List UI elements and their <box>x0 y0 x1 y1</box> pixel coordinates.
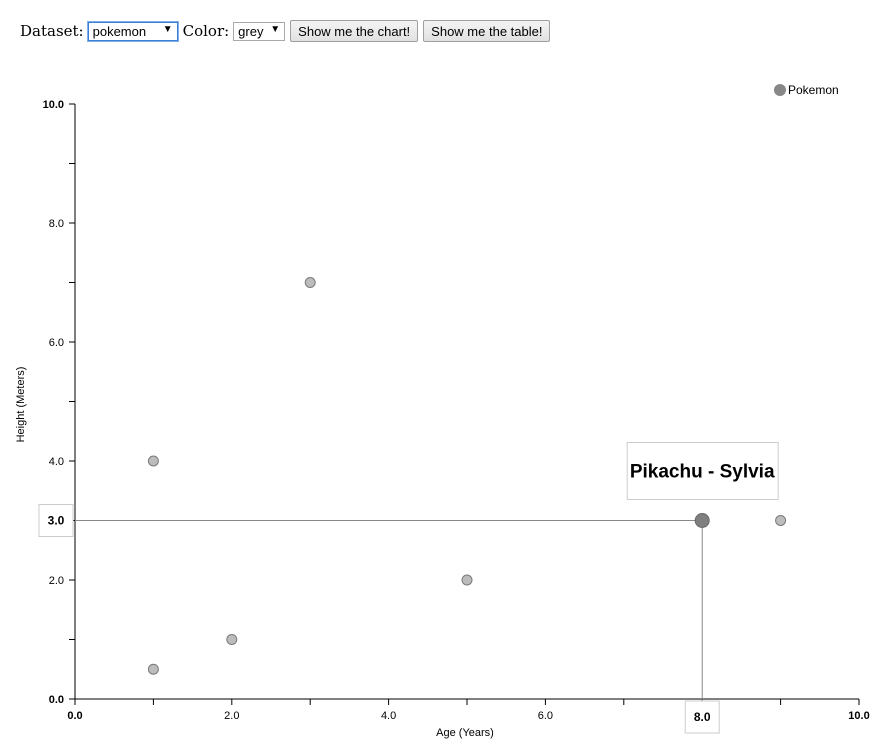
y-tick-label: 0.0 <box>49 694 64 706</box>
y-tick-label: 8.0 <box>49 218 64 230</box>
dataset-select-value: pokemon <box>92 23 147 39</box>
color-label: Color: <box>182 22 230 40</box>
hover-overlay: 3.0 8.0 Pikachu - Sylvia <box>38 442 779 734</box>
y-readout-label: 3.0 <box>48 514 65 528</box>
x-axis-title: Age (Years) <box>436 727 494 739</box>
axes: 0.0 2.0 4.0 6.0 10.0 0.0 2.0 4.0 6.0 8.0 10.0 Age (… <box>15 99 870 739</box>
dropdown-arrow-icon: ▼ <box>162 23 173 35</box>
data-point <box>775 515 787 526</box>
legend-label: Pokemon <box>788 83 839 97</box>
dataset-select[interactable]: pokemon ▼ <box>87 21 178 41</box>
data-point <box>461 574 473 586</box>
color-select[interactable]: grey ▼ <box>233 21 286 41</box>
show-chart-button[interactable]: Show me the chart! <box>290 20 419 42</box>
y-tick-label: 2.0 <box>49 575 64 587</box>
x-readout-box <box>684 700 720 734</box>
data-point <box>147 455 159 467</box>
y-axis-title: Height (Meters) <box>15 367 27 443</box>
dataset-label: Dataset: <box>20 22 84 40</box>
color-select-value: grey <box>238 23 264 39</box>
controls-bar: Dataset: pokemon ▼ Color: grey ▼ Show me… <box>20 20 555 42</box>
y-tick-label: 4.0 <box>49 456 64 468</box>
x-tick-label: 4.0 <box>381 710 396 722</box>
x-readout-label: 8.0 <box>694 710 711 724</box>
x-tick-label: 6.0 <box>538 710 553 722</box>
x-tick-label: 0.0 <box>67 710 82 722</box>
tooltip-label: Pikachu - Sylvia <box>630 462 775 483</box>
data-point <box>226 634 238 645</box>
highlighted-data-point <box>694 513 710 528</box>
show-table-button[interactable]: Show me the table! <box>423 20 551 42</box>
y-tick-label: 6.0 <box>49 337 64 349</box>
legend-marker <box>774 84 786 96</box>
data-point <box>147 663 159 675</box>
legend: Pokemon <box>774 83 839 97</box>
x-tick-label: 10.0 <box>848 710 869 722</box>
dropdown-arrow-icon: ▼ <box>270 23 281 35</box>
y-readout-box <box>38 504 74 537</box>
tooltip-box <box>626 442 779 500</box>
data-points <box>147 277 787 675</box>
x-tick-label: 2.0 <box>224 710 239 722</box>
data-point <box>304 277 316 288</box>
y-tick-label: 10.0 <box>43 99 64 111</box>
hover-guides <box>75 520 703 712</box>
